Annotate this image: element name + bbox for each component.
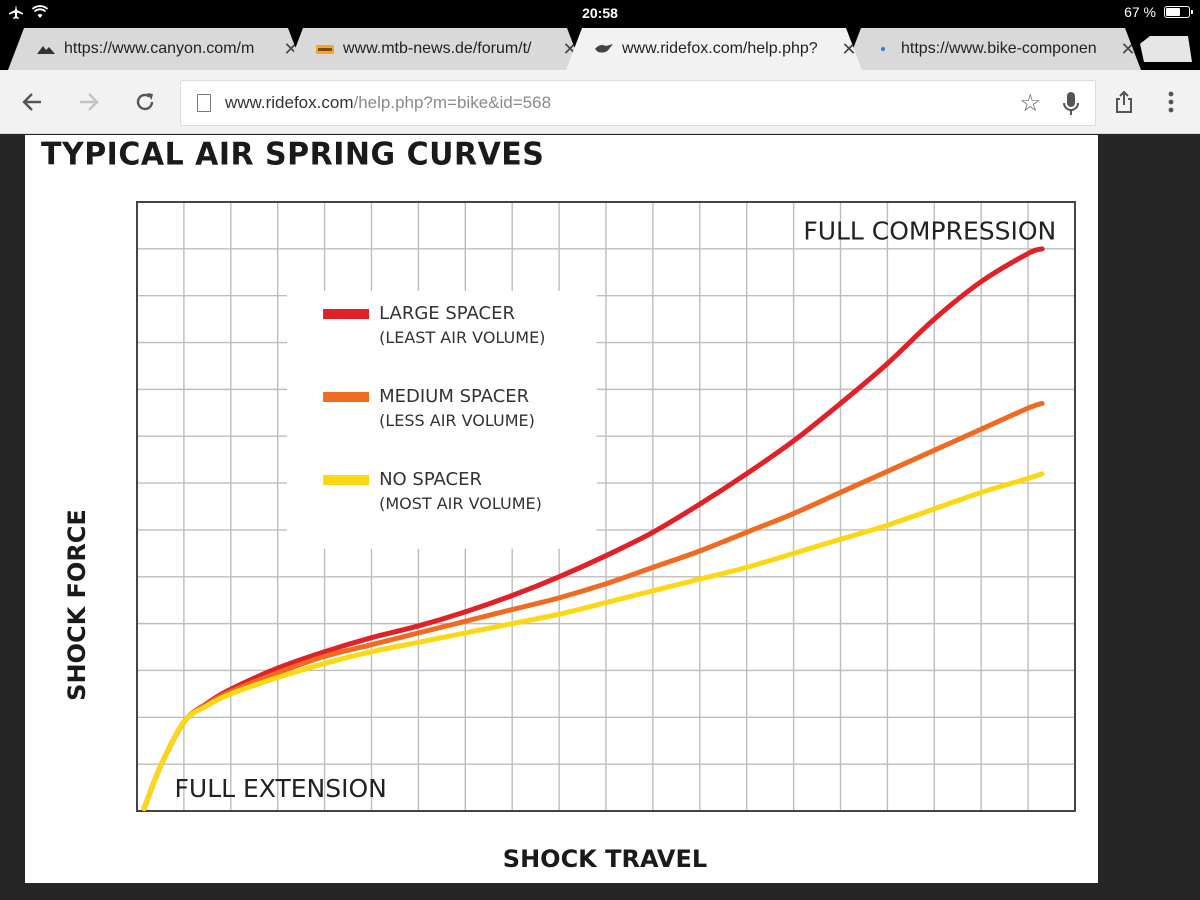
legend-note: (MOST AIR VOLUME) [379, 494, 542, 513]
forward-button[interactable] [71, 84, 107, 120]
battery-fill [1166, 8, 1181, 16]
bike-components-logo-icon [873, 41, 893, 57]
url-domain: www.ridefox.com [225, 93, 354, 112]
back-button[interactable] [14, 84, 50, 120]
canyon-logo-icon [36, 41, 56, 57]
legend-swatch [323, 392, 370, 403]
tab-title: https://www.bike-componen [901, 40, 1097, 57]
battery-percentage: 67 % [1124, 4, 1156, 20]
legend-label: MEDIUM SPACER [379, 386, 529, 407]
chart-annotation: FULL EXTENSION [175, 774, 387, 803]
url-text[interactable]: www.ridefox.com/help.php?m=bike&id=568 [225, 93, 551, 113]
air-spring-chart: LARGE SPACER (LEAST AIR VOLUME) MEDIUM SPA… [136, 201, 1076, 812]
fox-logo-icon [594, 41, 614, 57]
share-icon [1116, 90, 1132, 113]
url-path: /help.php?m=bike&id=568 [353, 93, 552, 112]
status-bar: 20:58 67 % [0, 0, 1200, 26]
status-right: 67 % [1124, 4, 1193, 20]
address-bar[interactable]: www.ridefox.com/help.php?m=bike&id=568 ☆ [180, 80, 1096, 126]
tab-title: https://www.canyon.com/m [64, 40, 255, 57]
tab-mtb-news[interactable]: www.mtb-news.de/forum/t/ ✕ [287, 28, 583, 70]
microphone-icon[interactable] [1063, 91, 1079, 117]
plot-frame [136, 201, 1076, 812]
legend-note: (LEAST AIR VOLUME) [379, 328, 545, 347]
tab-title: www.mtb-news.de/forum/t/ [343, 40, 532, 57]
tab-canyon[interactable]: https://www.canyon.com/m ✕ [8, 28, 304, 70]
page-icon [197, 94, 211, 112]
forward-arrow-icon [80, 93, 99, 111]
page-content: TYPICAL AIR SPRING CURVES SHOCK FORCE SH… [25, 135, 1098, 883]
tab-strip: https://www.canyon.com/m ✕ www.mtb-news.… [0, 26, 1200, 70]
battery-icon [1164, 6, 1193, 18]
new-tab-button[interactable] [1140, 36, 1192, 62]
browser-toolbar: www.ridefox.com/help.php?m=bike&id=568 ☆ [0, 70, 1200, 134]
tab-title: www.ridefox.com/help.php? [622, 40, 818, 57]
more-vertical-icon [1168, 91, 1174, 113]
chart-title: TYPICAL AIR SPRING CURVES [41, 136, 545, 173]
x-axis-label: SHOCK TRAVEL [502, 845, 708, 873]
series-line [141, 471, 1045, 812]
tab-bike-components[interactable]: https://www.bike-componen ✕ [845, 28, 1141, 70]
chart-annotation: FULL COMPRESSION [803, 216, 1056, 245]
share-button[interactable] [1106, 84, 1142, 120]
tab-ridefox[interactable]: www.ridefox.com/help.php? ✕ [566, 28, 862, 70]
legend-note: (LESS AIR VOLUME) [379, 411, 535, 430]
legend-swatch [323, 309, 370, 320]
reload-button[interactable] [127, 84, 163, 120]
legend-box [287, 291, 597, 549]
status-time: 20:58 [582, 5, 618, 21]
legend-label: LARGE SPACER [379, 303, 515, 324]
status-left [8, 4, 48, 20]
airplane-mode-icon [9, 5, 23, 19]
reload-icon [136, 93, 154, 111]
wifi-icon [32, 5, 48, 18]
menu-button[interactable] [1153, 84, 1189, 120]
back-arrow-icon [22, 93, 41, 111]
legend-swatch [323, 475, 370, 486]
mtb-news-logo-icon [315, 41, 335, 57]
close-tab-icon[interactable]: ✕ [1120, 38, 1136, 59]
legend-label: NO SPACER [379, 469, 482, 490]
bookmark-star-icon[interactable]: ☆ [1019, 90, 1041, 117]
